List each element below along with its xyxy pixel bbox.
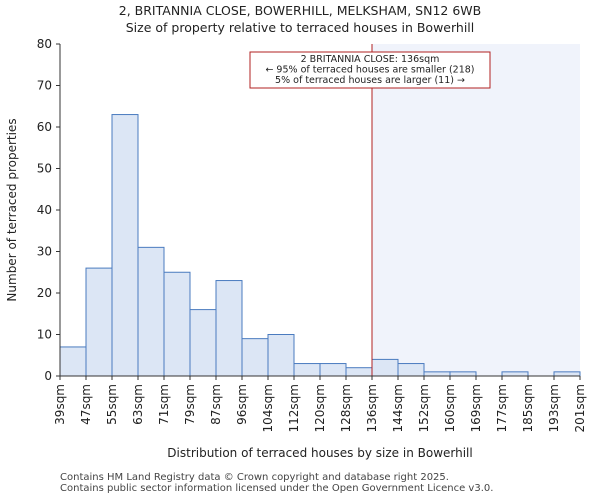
bar-136sqm <box>371 358 399 377</box>
x-tick-label-201sqm: 201sqm <box>573 384 587 432</box>
x-tick-label-120sqm: 120sqm <box>313 384 327 432</box>
x-tick-label-169sqm: 169sqm <box>469 384 483 432</box>
x-tick-label-63sqm: 63sqm <box>131 384 145 425</box>
y-axis-label: Number of terraced properties <box>5 118 19 301</box>
x-tick-label-55sqm: 55sqm <box>105 384 119 425</box>
y-ticks-group: 0 10 20 30 40 50 60 70 80 <box>37 37 60 383</box>
annotation-line-smaller: ← 95% of terraced houses are smaller (21… <box>265 65 474 76</box>
y-tick-label: 20 <box>37 286 52 300</box>
annotation-line-size: 2 BRITANNIA CLOSE: 136sqm <box>301 54 440 65</box>
bar-87sqm <box>215 280 243 377</box>
x-tick-label-104sqm: 104sqm <box>261 384 275 432</box>
footer-line-1: Contains HM Land Registry data © Crown c… <box>60 472 449 483</box>
bar-144sqm <box>397 363 425 377</box>
x-axis-label: Distribution of terraced houses by size … <box>167 446 472 460</box>
x-tick-label-144sqm: 144sqm <box>391 384 405 432</box>
bar-96sqm <box>241 338 269 377</box>
y-tick-label: 50 <box>37 162 52 176</box>
x-tick-label-71sqm: 71sqm <box>157 384 171 425</box>
bar-177sqm <box>501 371 529 377</box>
y-tick-label: 40 <box>37 203 52 217</box>
x-tick-label-112sqm: 112sqm <box>287 384 301 432</box>
bar-55sqm <box>111 114 139 377</box>
bar-104sqm <box>267 334 295 377</box>
bar-71sqm <box>163 271 191 377</box>
bars-group <box>59 114 581 377</box>
bar-47sqm <box>85 267 113 377</box>
x-tick-label-136sqm: 136sqm <box>365 384 379 432</box>
x-ticks-group: 39sqm 47sqm 55sqm 63sqm 71sqm 79sqm 87sqm 96sqm… <box>53 376 587 432</box>
x-tick-label-160sqm: 160sqm <box>443 384 457 432</box>
bar-112sqm <box>293 363 321 377</box>
y-tick-label: 80 <box>37 37 52 51</box>
bar-193sqm <box>553 371 581 377</box>
marker-annotation: 2 BRITANNIA CLOSE: 136sqm ← 95% of terra… <box>249 51 491 89</box>
chart-subtitle: Size of property relative to terraced ho… <box>125 20 475 35</box>
x-tick-label-152sqm: 152sqm <box>417 384 431 432</box>
x-tick-label-193sqm: 193sqm <box>547 384 561 432</box>
x-tick-label-47sqm: 47sqm <box>79 384 93 425</box>
larger-region-shading <box>372 44 580 376</box>
bar-39sqm <box>59 346 87 377</box>
bar-128sqm <box>345 367 373 377</box>
x-tick-label-96sqm: 96sqm <box>235 384 249 425</box>
bar-79sqm <box>189 309 217 377</box>
y-tick-label: 70 <box>37 79 52 93</box>
bar-160sqm <box>449 371 477 377</box>
bar-152sqm <box>423 371 451 377</box>
y-tick-label: 60 <box>37 120 52 134</box>
x-tick-label-177sqm: 177sqm <box>495 384 509 432</box>
x-tick-label-79sqm: 79sqm <box>183 384 197 425</box>
bar-120sqm <box>319 363 347 377</box>
x-tick-label-39sqm: 39sqm <box>53 384 67 425</box>
y-tick-label: 30 <box>37 245 52 259</box>
chart-title: 2, BRITANNIA CLOSE, BOWERHILL, MELKSHAM,… <box>118 3 482 18</box>
x-tick-label-185sqm: 185sqm <box>521 384 535 432</box>
annotation-line-larger: 5% of terraced houses are larger (11) → <box>275 75 465 86</box>
x-tick-label-128sqm: 128sqm <box>339 384 353 432</box>
chart-title-block: 2, BRITANNIA CLOSE, BOWERHILL, MELKSHAM,… <box>0 2 600 36</box>
footer-line-2: Contains public sector information licen… <box>60 483 494 494</box>
y-tick-label: 10 <box>37 328 52 342</box>
bar-63sqm <box>137 246 165 377</box>
footer-attribution: Contains HM Land Registry data © Crown c… <box>60 472 493 494</box>
x-tick-label-87sqm: 87sqm <box>209 384 223 425</box>
y-tick-label: 0 <box>44 369 52 383</box>
annotation-box <box>249 51 491 89</box>
